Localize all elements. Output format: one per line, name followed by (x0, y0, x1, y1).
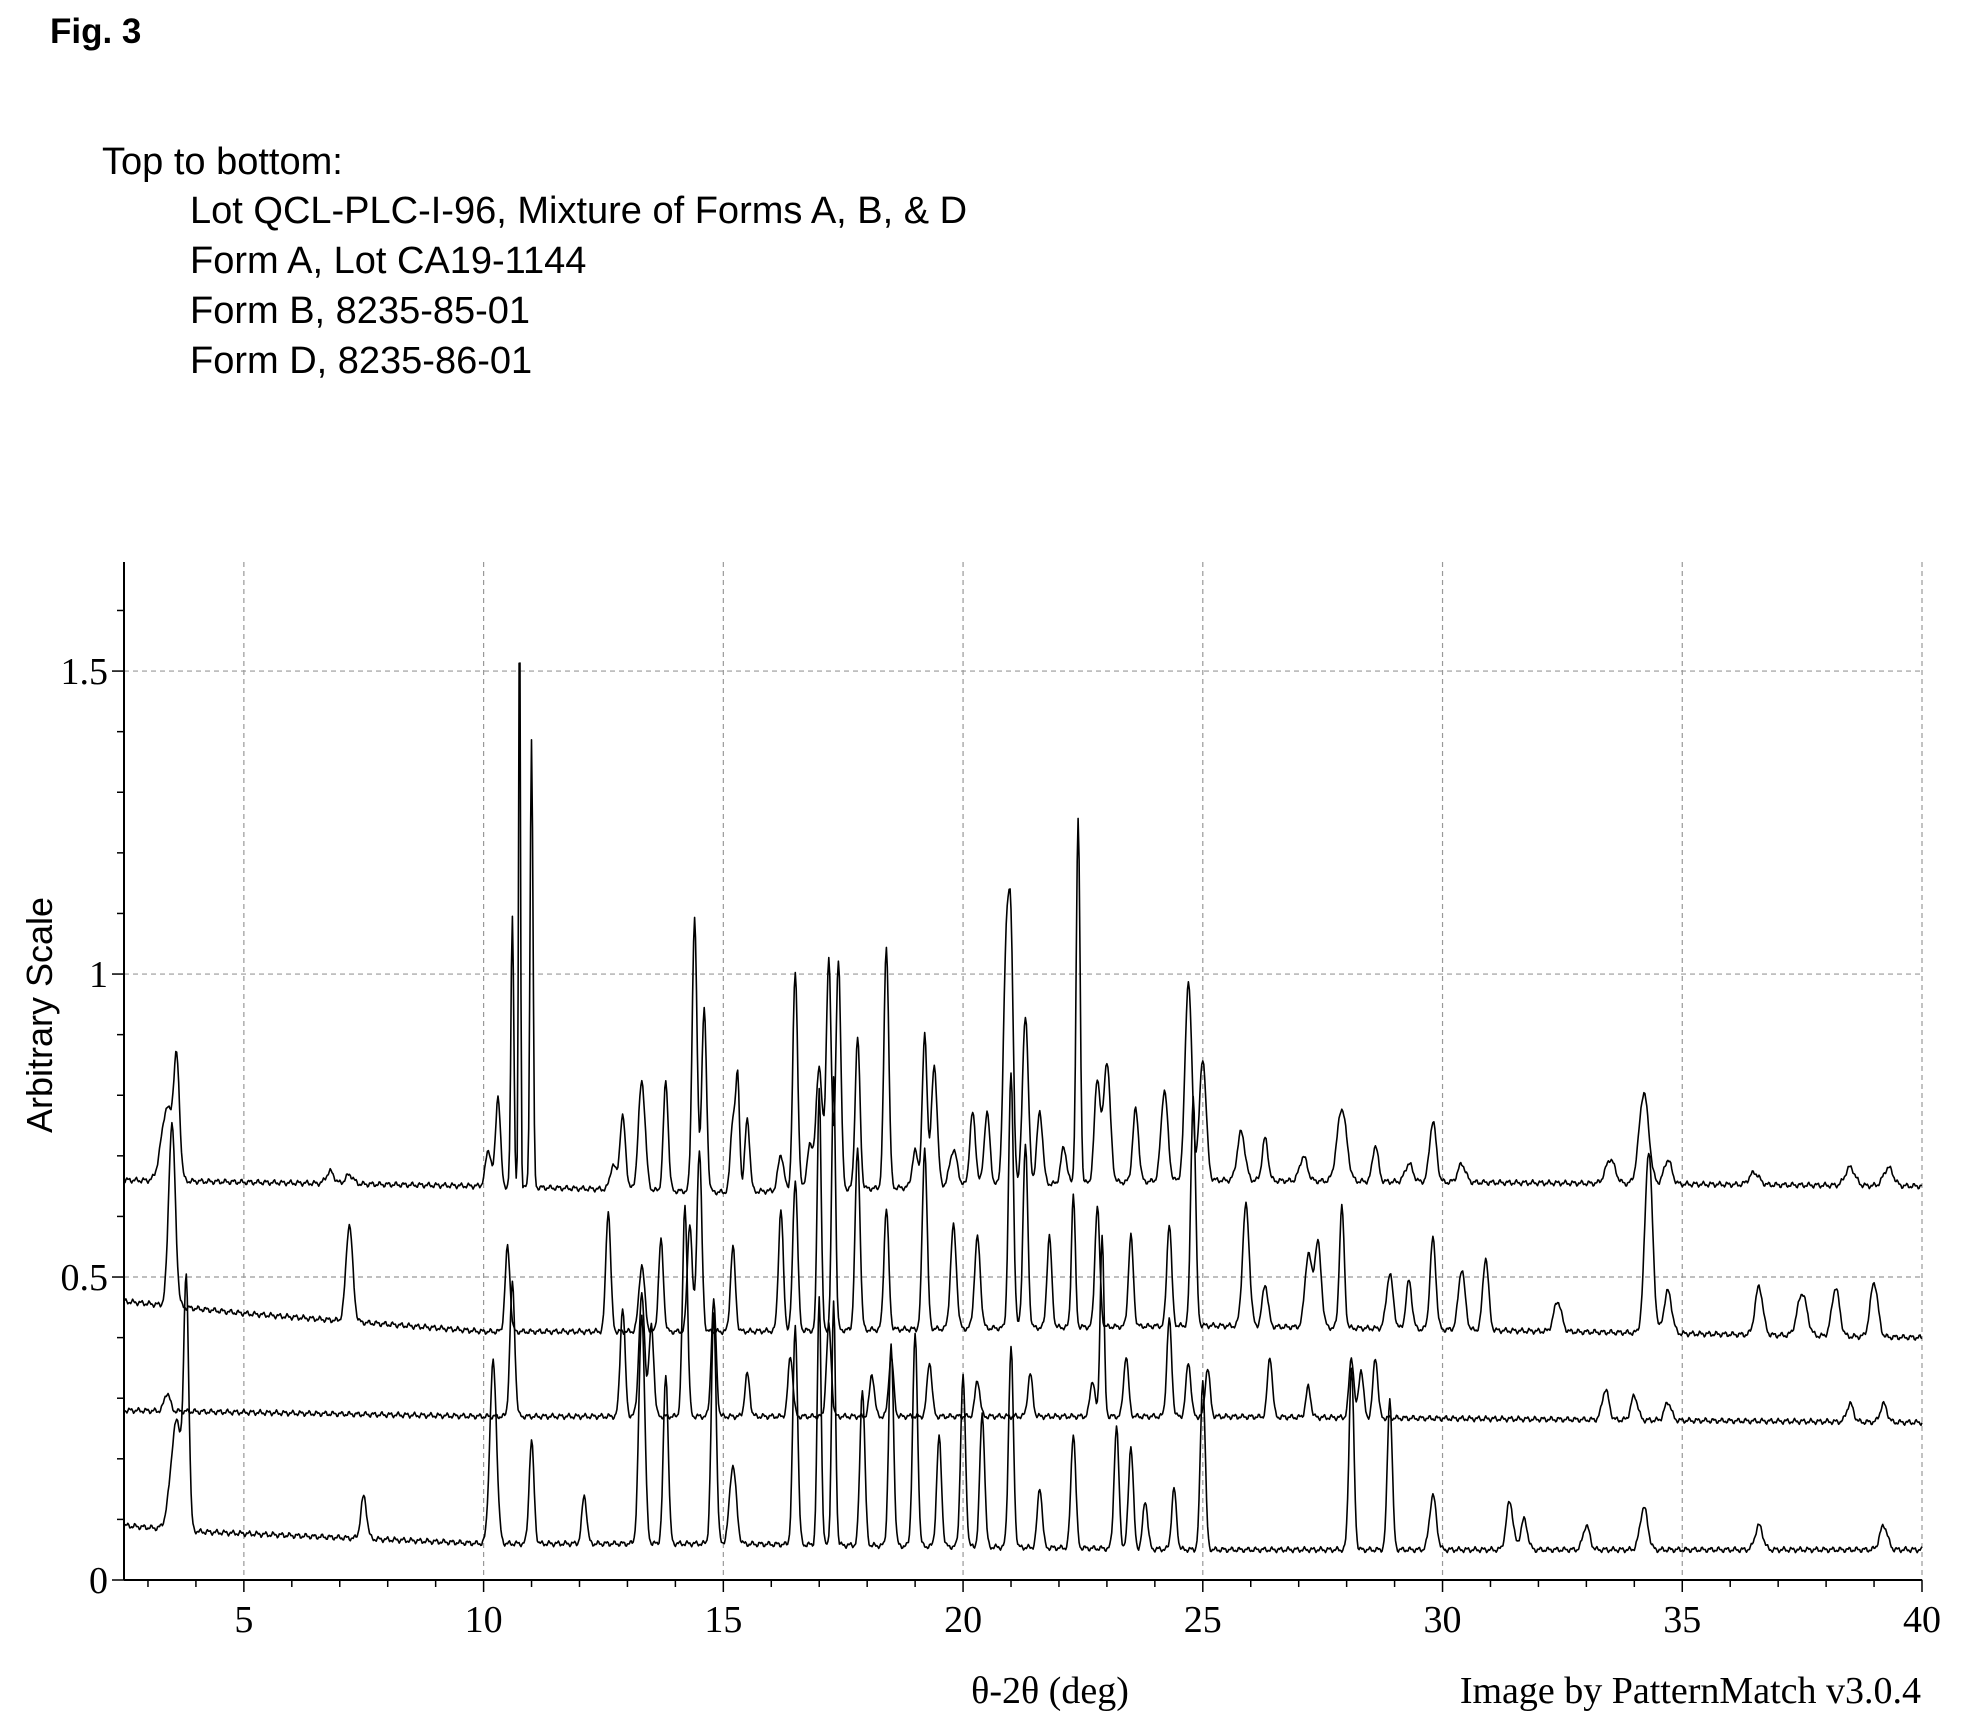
y-tick-label: 0 (89, 1560, 108, 1602)
x-tick-label: 25 (1184, 1599, 1222, 1641)
legend-header: Top to bottom: (102, 141, 343, 183)
x-axis-label: θ-2θ (deg) (971, 1670, 1129, 1712)
series-line-3 (123, 1204, 1923, 1427)
series-line-2 (123, 1072, 1923, 1341)
x-tick-label: 40 (1903, 1599, 1941, 1641)
figure-label: Fig. 3 (50, 12, 142, 51)
x-tick-labels: 5 10 15 20 25 30 35 40 (234, 1599, 1941, 1641)
legend-item-form-b: Form B, 8235-85-01 (190, 290, 531, 332)
series-line-1 (123, 662, 1923, 1196)
y-tick-label: 1 (89, 954, 108, 996)
legend-item-mixture: Lot QCL-PLC-I-96, Mixture of Forms A, B,… (190, 190, 968, 232)
legend-item-form-d: Form D, 8235-86-01 (190, 340, 533, 382)
y-tick-labels: 0 0.5 1 1.5 (61, 651, 109, 1602)
x-tick-label: 35 (1663, 1599, 1701, 1641)
x-tick-label: 5 (234, 1599, 253, 1641)
x-tick-label: 15 (704, 1599, 742, 1641)
axes (112, 562, 1923, 1592)
x-tick-label: 10 (465, 1599, 503, 1641)
x-tick-label: 30 (1424, 1599, 1462, 1641)
series-layer (123, 662, 1923, 1554)
grid-lines (124, 562, 1923, 1581)
image-credit: Image by PatternMatch v3.0.4 (1460, 1670, 1921, 1712)
y-axis-label: Arbitrary Scale (19, 897, 60, 1133)
legend-list: Lot QCL-PLC-I-96, Mixture of Forms A, B,… (190, 186, 967, 386)
legend-item-form-a: Form A, Lot CA19-1144 (190, 240, 587, 282)
y-tick-label: 0.5 (61, 1257, 109, 1299)
series-line-4 (123, 1273, 1923, 1554)
x-tick-label: 20 (944, 1599, 982, 1641)
y-tick-label: 1.5 (61, 651, 109, 693)
